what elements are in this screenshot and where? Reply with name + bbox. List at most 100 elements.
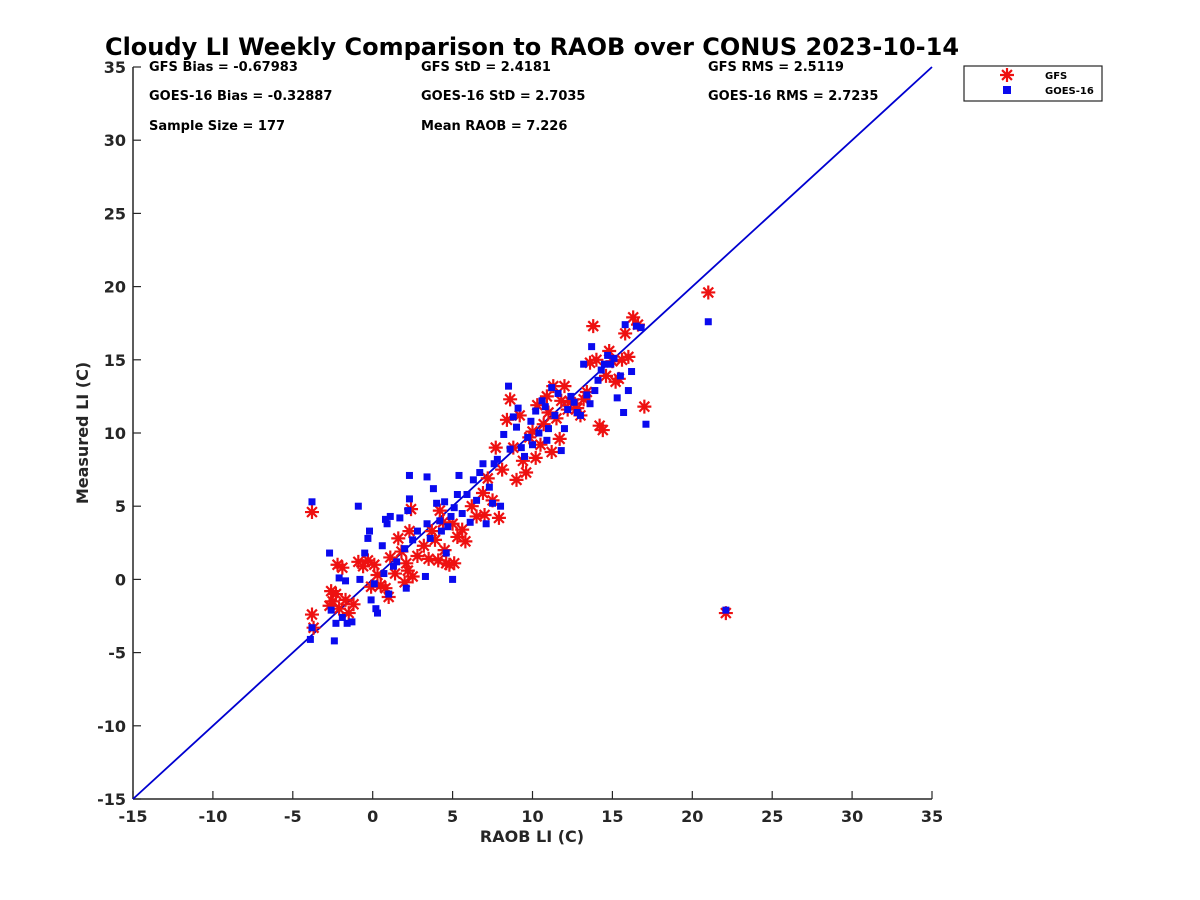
gfs-point xyxy=(397,575,412,590)
goes16-point xyxy=(469,476,477,484)
gfs-point xyxy=(447,556,462,571)
goes16-point xyxy=(476,469,484,477)
goes16-point xyxy=(642,420,650,428)
gfs-point xyxy=(325,594,340,609)
y-axis-title: Measured LI (C) xyxy=(73,362,92,504)
x-axis-title: RAOB LI (C) xyxy=(480,827,584,846)
goes16-point xyxy=(332,619,340,627)
goes16-point xyxy=(621,321,629,329)
gfs-point xyxy=(341,606,356,621)
goes16-point xyxy=(513,423,521,431)
y-tick-label: 25 xyxy=(104,204,126,223)
stat-gfs-rms: GFS RMS = 2.5119 xyxy=(708,60,844,75)
goes16-point xyxy=(405,495,413,503)
gfs-point xyxy=(544,445,559,460)
gfs-point xyxy=(388,566,403,581)
goes16-point xyxy=(628,368,636,376)
gfs-point xyxy=(324,584,339,599)
gfs-point xyxy=(475,486,490,501)
legend-goes16-marker xyxy=(1003,86,1011,94)
goes16-point xyxy=(326,549,334,557)
goes16-point xyxy=(616,372,624,380)
gfs-point xyxy=(586,319,601,334)
legend-gfs-asterisk xyxy=(1000,68,1014,82)
gfs-point xyxy=(595,423,610,438)
gfs-point xyxy=(338,592,353,607)
goes16-point xyxy=(404,507,412,515)
goes16-point xyxy=(423,520,431,528)
goes16-point xyxy=(385,590,393,598)
goes16-point xyxy=(393,558,401,566)
gfs-point xyxy=(432,503,447,518)
goes16-point xyxy=(591,387,599,395)
gfs-point xyxy=(626,310,641,325)
goes16-point xyxy=(490,460,498,468)
goes16-point xyxy=(505,382,513,390)
goes16-point xyxy=(597,366,605,374)
stat-goes-bias: GOES-16 Bias = -0.32887 xyxy=(149,89,332,104)
goes16-point xyxy=(380,570,388,578)
gfs-point xyxy=(328,587,343,602)
goes16-point xyxy=(564,406,572,414)
gfs-point xyxy=(503,392,518,407)
gfs-point xyxy=(378,581,393,596)
gfs-point xyxy=(701,285,716,300)
goes16-point xyxy=(449,575,457,583)
gfs-point xyxy=(304,505,319,520)
goes16-point xyxy=(447,512,455,520)
gfs-point xyxy=(637,399,652,414)
goes16-point xyxy=(370,580,378,588)
goes16-point xyxy=(306,635,314,643)
goes16-point xyxy=(356,575,364,583)
goes16-point xyxy=(402,584,410,592)
gfs-point xyxy=(400,563,415,578)
goes16-point xyxy=(433,499,441,507)
goes16-point xyxy=(521,452,529,460)
y-tick-label: 15 xyxy=(104,351,126,370)
stat-mean-raob: Mean RAOB = 7.226 xyxy=(421,119,567,134)
plot-area: -15 -10 -5 0 5 10 15 20 25 30 35 -15 -10 -5 0 5 10 15 20 25… xyxy=(97,58,943,826)
x-tick-label: 0 xyxy=(367,807,378,826)
goes16-point xyxy=(544,425,552,433)
gfs-point xyxy=(554,393,569,408)
gfs-point xyxy=(356,559,371,574)
goes16-point xyxy=(389,562,397,570)
gfs-point xyxy=(539,389,554,404)
goes16-point xyxy=(473,496,481,504)
goes16-point xyxy=(588,343,596,351)
goes16-point xyxy=(348,618,356,626)
goes16-point xyxy=(610,354,618,362)
gfs-point xyxy=(509,472,524,487)
goes16-point xyxy=(570,398,578,406)
goes16-point xyxy=(366,527,374,535)
goes16-point xyxy=(594,376,602,384)
legend-box xyxy=(963,65,1103,102)
goes16-point xyxy=(450,504,458,512)
gfs-point xyxy=(533,437,548,452)
goes16-point xyxy=(381,515,389,523)
goes16-point xyxy=(330,637,338,645)
gfs-point xyxy=(450,529,465,544)
goes16-point xyxy=(413,527,421,535)
gfs-point xyxy=(455,522,470,537)
goes16-point xyxy=(436,517,444,525)
legend-goes16-label: GOES-16 xyxy=(1045,86,1094,97)
goes16-point xyxy=(364,534,372,542)
gfs-point xyxy=(370,568,385,583)
gfs-point xyxy=(480,471,495,486)
gfs-point xyxy=(442,557,457,572)
gfs-point xyxy=(557,379,572,394)
goes16-point xyxy=(437,527,445,535)
goes16-point xyxy=(308,624,316,632)
gfs-point xyxy=(530,398,545,413)
gfs-point xyxy=(491,510,506,525)
goes16-point xyxy=(405,471,413,479)
gfs-point xyxy=(373,578,388,593)
y-tick-label: -15 xyxy=(97,790,126,809)
goes16-point xyxy=(444,523,452,531)
gfs-point xyxy=(515,453,530,468)
gfs-point xyxy=(464,499,479,514)
stat-gfs-bias: GFS Bias = -0.67983 xyxy=(149,60,298,75)
goes16-point xyxy=(637,324,645,332)
